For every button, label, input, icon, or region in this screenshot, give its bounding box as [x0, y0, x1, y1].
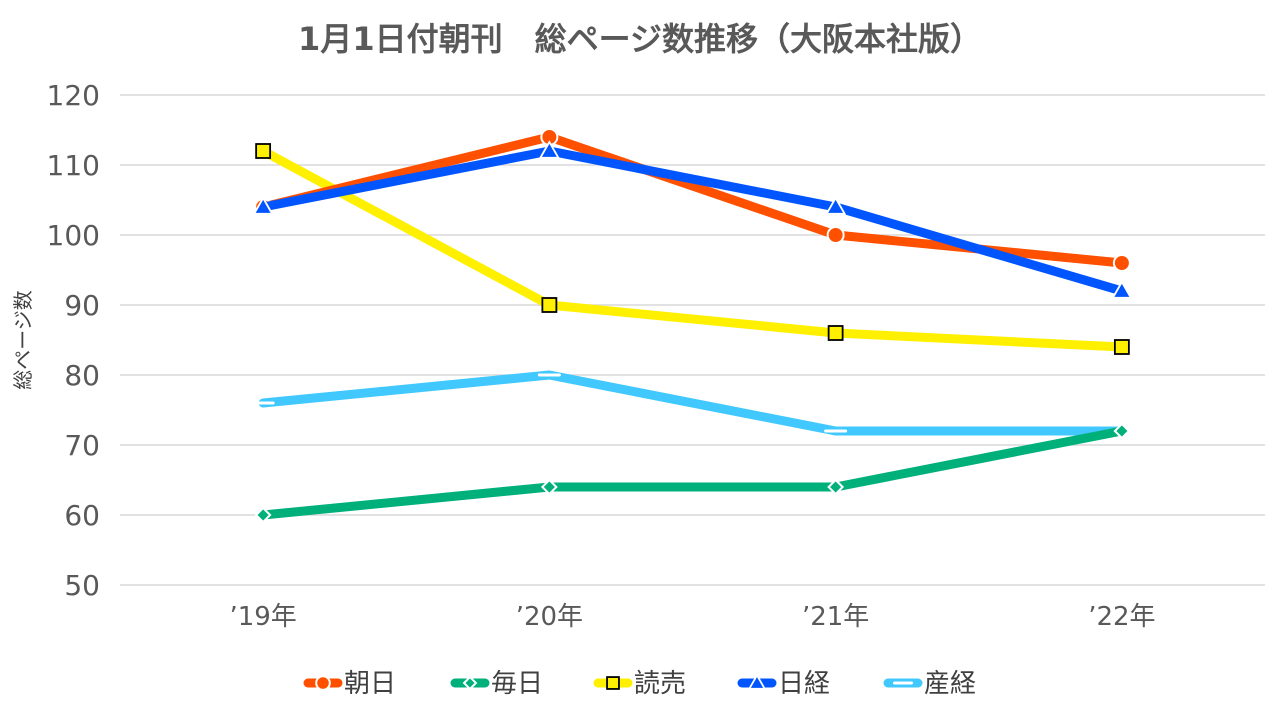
x-tick-label: ’19年 [229, 602, 296, 632]
series-line [258, 132, 1127, 268]
series-2 [255, 143, 1130, 355]
x-tick-label: ’22年 [1088, 602, 1155, 632]
data-point-triangle [1111, 280, 1133, 299]
x-axis-ticks: ’19年 ’20年 ’21年 ’22年 [229, 602, 1155, 632]
y-tick-label: 80 [64, 359, 100, 392]
legend-item: 読売 [593, 669, 686, 699]
data-point-diamond [462, 675, 478, 691]
y-tick-label: 50 [64, 569, 100, 602]
data-point-circle [315, 675, 331, 691]
data-point-triangle [747, 673, 767, 690]
data-point-triangle [825, 196, 847, 215]
legend: 朝日 毎日 読売 日経 産経 [303, 669, 976, 699]
series-3 [252, 140, 1133, 299]
y-tick-label: 90 [64, 289, 100, 322]
data-point-triangle [252, 196, 274, 215]
data-point-square [255, 143, 272, 159]
series-lines [251, 128, 1134, 524]
gridlines [120, 94, 1265, 586]
x-tick-label: ’20年 [516, 602, 583, 632]
legend-item: 産経 [883, 669, 976, 699]
data-point-diamond [1113, 422, 1131, 440]
legend-item: 朝日 [303, 669, 396, 699]
series-1 [254, 422, 1131, 524]
y-tick-label: 60 [64, 499, 100, 532]
series-line [258, 426, 1127, 520]
y-tick-label: 120 [47, 79, 100, 112]
y-axis-label: 総ページ数 [11, 290, 35, 390]
legend-item: 毎日 [450, 669, 543, 699]
series-line [258, 146, 1127, 352]
data-point-diamond [540, 478, 558, 496]
legend-label: 読売 [634, 669, 686, 699]
data-point-circle [1112, 254, 1131, 272]
data-point-diamond [254, 506, 272, 524]
y-tick-label: 110 [47, 149, 100, 182]
legend-label: 朝日 [344, 669, 396, 699]
series-line [258, 146, 1127, 296]
legend-label: 日経 [778, 669, 830, 699]
data-point-square [606, 676, 620, 690]
legend-label: 産経 [924, 669, 976, 699]
data-point-diamond [827, 478, 845, 496]
x-tick-label: ’21年 [802, 602, 869, 632]
data-point-square [1113, 339, 1130, 355]
y-tick-label: 100 [47, 219, 100, 252]
y-tick-label: 70 [64, 429, 100, 462]
series-line [258, 370, 1127, 436]
data-point-triangle [538, 140, 560, 159]
series-0 [254, 128, 1131, 272]
series-4 [251, 370, 1134, 436]
data-point-square [541, 297, 558, 313]
data-point-square [827, 325, 844, 341]
legend-item: 日経 [737, 669, 830, 699]
y-axis-ticks: 50 60 70 80 90 100 110 120 [47, 79, 100, 602]
chart-title: 1月1日付朝刊 総ページ数推移（大阪本社版） [298, 20, 982, 58]
legend-label: 毎日 [491, 669, 543, 699]
data-point-circle [826, 226, 845, 244]
